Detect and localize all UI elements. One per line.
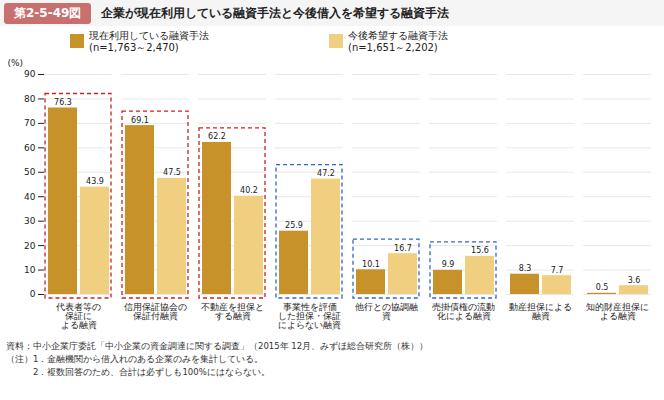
html-text:2．複数回答のため、合計は必ずしも100%にはならない。: 2．複数回答のため、合計は必ずしも100%にはならない。 [6, 367, 270, 377]
svg-text:25.9: 25.9 [285, 221, 303, 230]
html-text:現在利用している融資手法: 現在利用している融資手法 [89, 30, 209, 41]
svg-text:69.1: 69.1 [131, 116, 149, 125]
svg-text:80: 80 [24, 94, 36, 104]
svg-text:90: 90 [24, 69, 36, 79]
svg-text:(%): (%) [8, 58, 24, 68]
svg-text:知的財産担保による融資: 知的財産担保による融資 [586, 302, 649, 321]
svg-text:0: 0 [30, 289, 36, 299]
svg-text:8.3: 8.3 [519, 264, 532, 273]
svg-text:43.9: 43.9 [86, 177, 104, 186]
html-text:（注）1．金融機関から借入れのある企業のみを集計している。: （注）1．金融機関から借入れのある企業のみを集計している。 [6, 354, 264, 364]
svg-text:10: 10 [24, 265, 36, 275]
svg-text:代表者等の保証による融資: 代表者等の保証による融資 [55, 302, 101, 330]
svg-text:動産担保による融資: 動産担保による融資 [509, 302, 572, 321]
svg-text:9.9: 9.9 [442, 260, 455, 269]
svg-text:47.2: 47.2 [317, 169, 335, 178]
svg-text:20: 20 [24, 240, 36, 250]
html-text:資料：中小企業庁委託「中小企業の資金調達に関する調査」（20: 資料：中小企業庁委託「中小企業の資金調達に関する調査」（2015年 12月、みず… [6, 341, 429, 351]
svg-text:62.2: 62.2 [208, 132, 226, 141]
svg-text:47.5: 47.5 [163, 168, 181, 177]
html-text:(n=1,651～2,202): (n=1,651～2,202) [348, 42, 438, 53]
html-text:企業が現在利用している融資手法と今後借入を希望する融資手法: 企業が現在利用している融資手法と今後借入を希望する融資手法 [101, 5, 450, 20]
svg-text:他行との協調融資: 他行との協調融資 [355, 302, 418, 321]
html-text:今後希望する融資手法: 今後希望する融資手法 [348, 30, 448, 41]
svg-text:7.7: 7.7 [551, 266, 564, 275]
svg-text:40.2: 40.2 [240, 186, 258, 195]
svg-text:事業性を評価した担保・保証によらない融資: 事業性を評価した担保・保証によらない融資 [278, 302, 341, 330]
svg-text:16.7: 16.7 [394, 244, 412, 253]
svg-text:信用保証協会の保証付融資: 信用保証協会の保証付融資 [124, 302, 187, 321]
html-text:第2-5-49図: 第2-5-49図 [14, 5, 82, 20]
svg-text:30: 30 [24, 216, 36, 226]
svg-text:不動産を担保とする融資: 不動産を担保とする融資 [201, 302, 264, 321]
svg-text:売掛債権の流動化による融資: 売掛債権の流動化による融資 [432, 302, 495, 321]
svg-text:76.3: 76.3 [54, 98, 72, 107]
html-text:(n=1,763～2,470): (n=1,763～2,470) [89, 42, 179, 53]
svg-text:70: 70 [24, 118, 36, 128]
svg-text:60: 60 [24, 143, 36, 153]
svg-text:40: 40 [24, 192, 36, 202]
svg-text:50: 50 [24, 167, 36, 177]
svg-text:0.5: 0.5 [596, 283, 609, 292]
svg-text:10.1: 10.1 [362, 260, 380, 269]
svg-text:15.6: 15.6 [471, 246, 489, 255]
svg-text:3.6: 3.6 [628, 276, 641, 285]
